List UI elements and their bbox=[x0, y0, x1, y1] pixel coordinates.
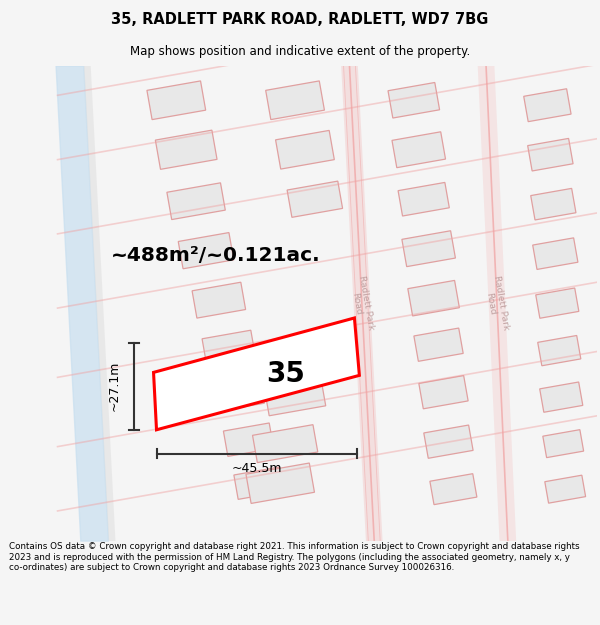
Text: ~45.5m: ~45.5m bbox=[232, 462, 282, 475]
Polygon shape bbox=[536, 288, 579, 318]
Text: Map shows position and indicative extent of the property.: Map shows position and indicative extent… bbox=[130, 45, 470, 58]
Polygon shape bbox=[414, 328, 463, 361]
Text: 35, RADLETT PARK ROAD, RADLETT, WD7 7BG: 35, RADLETT PARK ROAD, RADLETT, WD7 7BG bbox=[112, 12, 488, 27]
Polygon shape bbox=[147, 81, 206, 119]
Polygon shape bbox=[539, 382, 583, 412]
Polygon shape bbox=[265, 379, 326, 416]
Polygon shape bbox=[155, 130, 217, 169]
Polygon shape bbox=[178, 232, 234, 269]
Polygon shape bbox=[398, 182, 449, 216]
Polygon shape bbox=[213, 377, 265, 411]
Text: ~488m²/~0.121ac.: ~488m²/~0.121ac. bbox=[111, 246, 320, 265]
Polygon shape bbox=[543, 429, 584, 458]
Text: Radlett Park
Road: Radlett Park Road bbox=[347, 274, 376, 332]
Polygon shape bbox=[408, 281, 460, 316]
Polygon shape bbox=[192, 282, 245, 318]
Polygon shape bbox=[392, 132, 446, 168]
Text: 35: 35 bbox=[266, 360, 305, 388]
Polygon shape bbox=[424, 425, 473, 458]
Polygon shape bbox=[234, 467, 283, 499]
Text: ~27.1m: ~27.1m bbox=[107, 361, 121, 411]
Polygon shape bbox=[246, 463, 314, 503]
Polygon shape bbox=[388, 82, 440, 118]
Polygon shape bbox=[430, 474, 477, 504]
Polygon shape bbox=[202, 330, 256, 365]
Polygon shape bbox=[531, 188, 576, 220]
Polygon shape bbox=[524, 89, 571, 122]
Polygon shape bbox=[419, 376, 468, 409]
Text: Contains OS data © Crown copyright and database right 2021. This information is : Contains OS data © Crown copyright and d… bbox=[9, 542, 580, 572]
Polygon shape bbox=[402, 231, 455, 267]
Polygon shape bbox=[527, 138, 573, 171]
Polygon shape bbox=[167, 183, 225, 219]
Polygon shape bbox=[275, 131, 334, 169]
Polygon shape bbox=[533, 238, 578, 269]
Polygon shape bbox=[287, 181, 343, 218]
Polygon shape bbox=[266, 81, 325, 119]
Polygon shape bbox=[538, 336, 581, 366]
Polygon shape bbox=[223, 423, 274, 456]
Polygon shape bbox=[253, 424, 318, 462]
Text: Radlett Park
Road: Radlett Park Road bbox=[482, 274, 510, 332]
Polygon shape bbox=[545, 475, 586, 503]
Polygon shape bbox=[154, 318, 359, 430]
